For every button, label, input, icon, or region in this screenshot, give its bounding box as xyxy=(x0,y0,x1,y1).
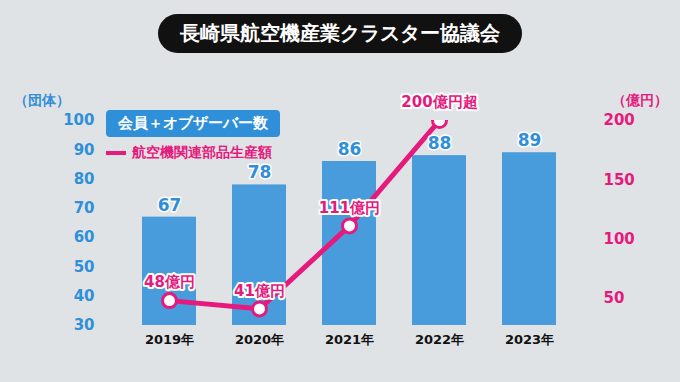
svg-text:60: 60 xyxy=(74,228,95,246)
svg-text:100: 100 xyxy=(604,230,635,248)
html-text:会員＋オブザーバー数: 会員＋オブザーバー数 xyxy=(118,114,268,132)
svg-text:2020年: 2020年 xyxy=(235,332,284,347)
html-text:長崎県航空機産業クラスター協議会: 長崎県航空機産業クラスター協議会 xyxy=(180,21,500,45)
svg-text:50: 50 xyxy=(604,289,625,307)
svg-text:150: 150 xyxy=(604,171,635,189)
svg-text:80: 80 xyxy=(74,170,95,188)
svg-text:100: 100 xyxy=(63,111,94,129)
svg-text:89: 89 xyxy=(518,130,542,150)
svg-text:2022年: 2022年 xyxy=(415,332,464,347)
svg-text:90: 90 xyxy=(74,141,95,159)
svg-text:78: 78 xyxy=(248,162,272,182)
svg-text:200億円超: 200億円超 xyxy=(401,93,477,111)
svg-text:41億円: 41億円 xyxy=(234,282,285,300)
svg-text:2019年: 2019年 xyxy=(145,332,194,347)
svg-text:70: 70 xyxy=(74,199,95,217)
svg-text:2023年: 2023年 xyxy=(505,332,554,347)
svg-text:67: 67 xyxy=(158,195,182,215)
svg-text:2021年: 2021年 xyxy=(325,332,374,347)
html-text:航空機関連部品生産額: 航空機関連部品生産額 xyxy=(132,144,272,160)
svg-text:86: 86 xyxy=(338,139,362,159)
svg-text:48億円: 48億円 xyxy=(144,273,195,291)
svg-text:111億円: 111億円 xyxy=(319,199,380,217)
html-text:（団体）: （団体） xyxy=(14,92,70,108)
svg-text:50: 50 xyxy=(74,258,95,276)
svg-text:30: 30 xyxy=(74,316,95,334)
svg-text:88: 88 xyxy=(428,133,452,153)
html-text:（億円）: （億円） xyxy=(612,92,668,108)
svg-text:200: 200 xyxy=(604,111,635,129)
svg-text:40: 40 xyxy=(74,287,95,305)
